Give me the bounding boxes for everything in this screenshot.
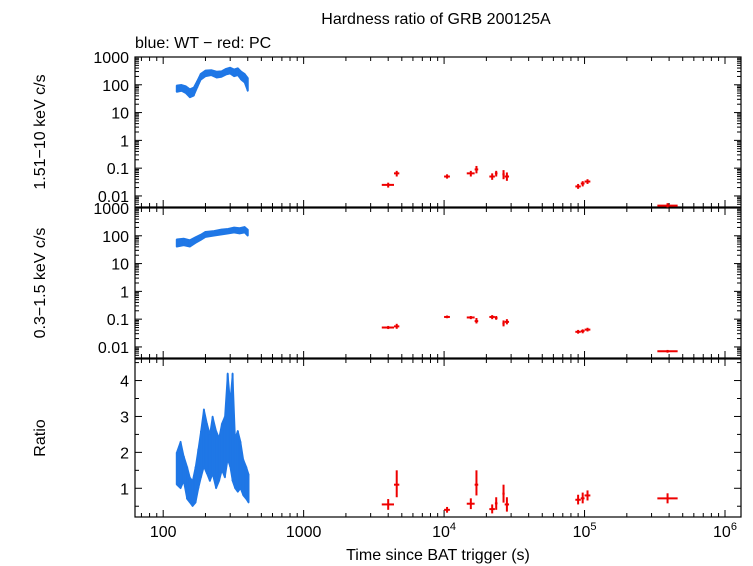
pc-data-point	[474, 318, 479, 324]
pc-data-point	[394, 470, 400, 498]
y-tick-label: 0.1	[107, 161, 129, 178]
y-tick-label: 1000	[93, 201, 129, 218]
y-tick-label: 100	[102, 78, 129, 95]
pc-data-point	[381, 182, 395, 188]
plot-frame	[134, 56, 742, 208]
pc-data-point	[444, 506, 450, 513]
chart-title: Hardness ratio of GRB 200125A	[321, 11, 551, 28]
pc-data-point	[580, 329, 585, 334]
pc-data-point	[466, 315, 475, 320]
pc-data-point	[580, 492, 585, 504]
pc-data-point	[489, 315, 495, 320]
y-tick-label: 4	[120, 374, 129, 391]
pc-data-point	[474, 470, 479, 496]
pc-data-point	[489, 173, 495, 180]
y-tick-label: 0.01	[98, 340, 129, 357]
pc-data-point	[381, 499, 395, 510]
pc-data-point	[474, 165, 479, 174]
pc-data-point	[657, 349, 678, 353]
pc-data-point	[494, 170, 498, 177]
pc-data-point	[584, 490, 591, 501]
x-tick-label: 105	[573, 521, 597, 541]
pc-data-point	[580, 181, 585, 187]
pc-data-point	[504, 172, 510, 181]
pc-data-point	[657, 493, 678, 504]
pc-data-point	[504, 319, 510, 325]
y-tick-label: 10	[111, 257, 129, 274]
pc-data-point	[444, 174, 450, 179]
pc-data-point	[575, 494, 581, 505]
series-wt-band	[176, 226, 249, 248]
y-tick-label: 2	[120, 445, 129, 462]
x-axis-label: Time since BAT trigger (s)	[346, 547, 530, 564]
y-axis-label: 1.51−10 keV c/s	[32, 74, 49, 189]
panel-hard-band-rate: 0.01 0.1 1 10 100 1000 1.51−10 keV c/s	[32, 50, 742, 208]
y-tick-label: 10	[111, 106, 129, 123]
pc-data-point	[494, 497, 498, 510]
pc-data-point	[444, 315, 450, 319]
y-tick-label: 1	[120, 133, 129, 150]
y-axis-label: 0.3−1.5 keV c/s	[32, 228, 49, 339]
y-tick-label: 1000	[93, 50, 129, 67]
x-tick-label: 1000	[286, 524, 322, 541]
pc-data-point	[575, 183, 581, 189]
y-tick-label: 100	[102, 229, 129, 246]
pc-data-point	[575, 329, 581, 334]
x-tick-label: 100	[150, 524, 177, 541]
pc-data-point	[466, 498, 475, 510]
pc-data-point	[502, 484, 505, 503]
pc-data-point	[394, 170, 400, 177]
pc-data-point	[394, 323, 400, 329]
chart-subtitle: blue: WT − red: PC	[135, 35, 271, 52]
y-tick-label: 0.1	[107, 312, 129, 329]
y-tick-label: 0.01	[98, 189, 129, 206]
panel-hardness-ratio: 1 2 3 4 Ratio 100 1000 104 105 106	[32, 358, 742, 541]
pc-data-point	[502, 320, 505, 327]
y-tick-label: 1	[120, 481, 129, 498]
pc-data-point	[494, 315, 498, 320]
y-axis-label: Ratio	[32, 419, 49, 456]
pc-data-point	[504, 497, 510, 512]
panel-soft-band-rate: 0.01 0.1 1 10 100 1000 0.3−1.5 keV c/s	[32, 201, 742, 359]
x-tick-label: 104	[432, 521, 456, 541]
pc-data-point	[584, 179, 591, 184]
pc-data-point	[466, 170, 475, 177]
pc-data-point	[584, 327, 591, 332]
pc-data-point	[489, 504, 495, 514]
pc-data-point	[381, 325, 395, 330]
pc-data-point	[502, 170, 505, 180]
x-tick-label: 106	[713, 521, 737, 541]
y-tick-label: 1	[120, 284, 129, 301]
y-tick-label: 3	[120, 409, 129, 426]
pc-data-point	[657, 203, 678, 208]
